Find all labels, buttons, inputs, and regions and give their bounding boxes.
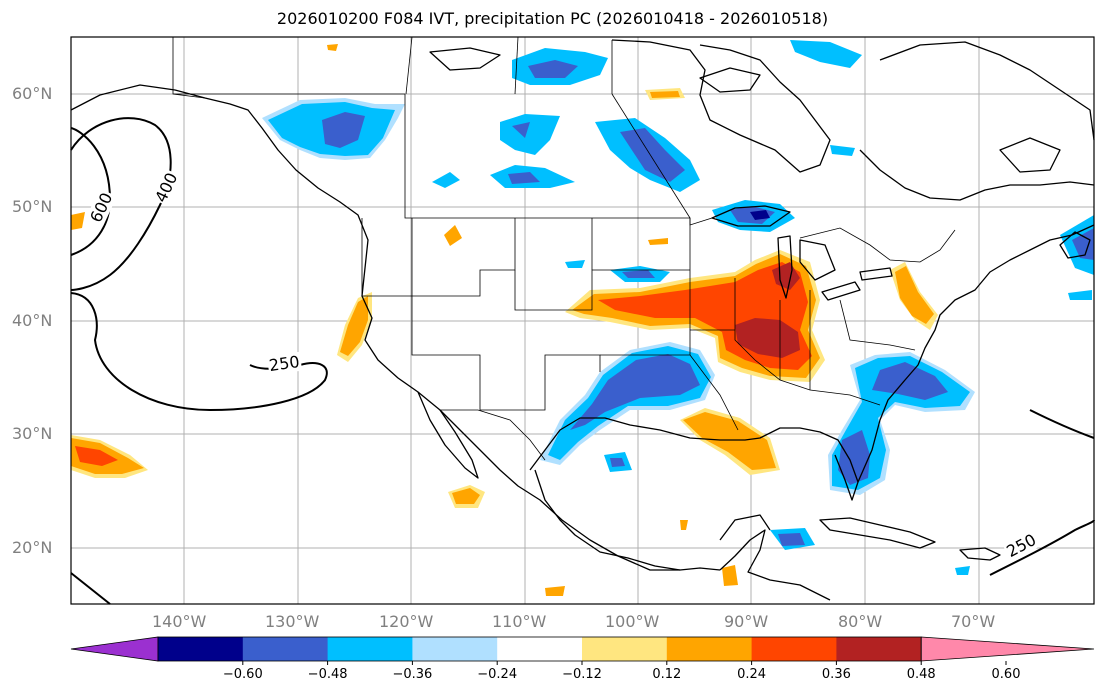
lat-label-60: 60°N bbox=[12, 84, 53, 103]
shade-nc2-dark bbox=[512, 122, 530, 138]
map-frame bbox=[70, 36, 1095, 605]
shade-tx-small-dark bbox=[610, 458, 625, 467]
shade-ca-orange bbox=[340, 296, 368, 356]
lake-erie bbox=[821, 281, 861, 301]
shade-mt bbox=[444, 225, 462, 246]
colorbar-tick-label: 0.48 bbox=[906, 667, 936, 682]
shade-bc-dark bbox=[322, 112, 365, 148]
shade-nc2 bbox=[500, 114, 560, 155]
lake-superior bbox=[711, 205, 791, 227]
shade-ne-orange bbox=[895, 266, 934, 324]
lon-label-120: 120°W bbox=[379, 612, 434, 631]
colorbar-tick-label: 0.60 bbox=[991, 667, 1021, 682]
colorbar-segment bbox=[497, 637, 583, 661]
shade-nunavut bbox=[327, 44, 338, 51]
coastlines bbox=[70, 39, 1095, 601]
shade-atl2 bbox=[1068, 290, 1092, 300]
shade-nc3-dark bbox=[620, 128, 685, 182]
shade-sw bbox=[545, 586, 565, 596]
shade-south-dark bbox=[570, 354, 700, 430]
colorbar-segment bbox=[836, 637, 922, 661]
shade-pac-red bbox=[75, 446, 118, 466]
lake-huron bbox=[799, 239, 836, 281]
shade-central-darkred bbox=[735, 318, 800, 358]
colorbar-tick-label: −0.36 bbox=[392, 667, 433, 682]
colorbar-segment bbox=[327, 637, 413, 661]
lon-label-130: 130°W bbox=[265, 612, 320, 631]
lon-label-80: 80°W bbox=[838, 612, 883, 631]
lat-label-40: 40°N bbox=[12, 311, 53, 330]
shade-nd bbox=[648, 238, 668, 245]
colorbar-segment bbox=[242, 637, 329, 661]
lat-label-30: 30°N bbox=[12, 424, 53, 443]
shade-nc4-dark bbox=[508, 172, 540, 184]
colorbar-segment bbox=[666, 637, 753, 661]
lat-label-50: 50°N bbox=[12, 197, 53, 216]
lon-label-100: 100°W bbox=[605, 612, 660, 631]
colorbar-tick-label: 0.24 bbox=[737, 667, 767, 682]
ivt-contour-250-se bbox=[989, 519, 1095, 576]
shade-canada-o bbox=[650, 91, 680, 98]
lake-michigan bbox=[777, 235, 793, 299]
lat-label-20: 20°N bbox=[12, 538, 53, 557]
lon-label-110: 110°W bbox=[492, 612, 547, 631]
colorbar-frame bbox=[157, 636, 922, 662]
ivt-contour-sw bbox=[70, 572, 111, 605]
colorbar-segment bbox=[582, 637, 668, 661]
ivt-contour-e bbox=[1029, 409, 1095, 439]
shade-sd bbox=[565, 260, 585, 268]
shade-plains-dark bbox=[622, 270, 655, 278]
colorbar-tick-label: −0.48 bbox=[307, 667, 348, 682]
shade-nc6 bbox=[830, 145, 855, 156]
map-title: 2026010200 F084 IVT, precipitation PC (2… bbox=[276, 9, 829, 28]
lon-label-90: 90°W bbox=[724, 612, 769, 631]
colorbar-tick-label: −0.12 bbox=[562, 667, 602, 682]
shade-nova-dark bbox=[1072, 228, 1094, 260]
shade-mx1-orange bbox=[452, 488, 480, 504]
shade-carib-dark bbox=[778, 533, 805, 546]
shade-nc5 bbox=[432, 172, 460, 188]
colorbar-segment bbox=[158, 637, 244, 661]
shade-nc1-dark bbox=[528, 60, 578, 78]
shade-superior-navy bbox=[750, 210, 770, 220]
colorbar-segment bbox=[412, 637, 498, 661]
political-boundaries bbox=[172, 36, 956, 461]
colorbar-tick-label: −0.24 bbox=[477, 667, 518, 682]
shade-pr bbox=[955, 566, 970, 575]
colorbar bbox=[70, 636, 1095, 665]
shade-hudson-e bbox=[790, 40, 862, 68]
colorbar-extend-right bbox=[920, 636, 1095, 662]
colorbar-tick-label: −0.60 bbox=[222, 667, 263, 682]
lon-label-70: 70°W bbox=[951, 612, 996, 631]
lon-label-140: 140°W bbox=[152, 612, 207, 631]
positive-pc-shading bbox=[71, 44, 938, 596]
shade-gulf-orange bbox=[683, 412, 776, 470]
colorbar-tick-label: 0.36 bbox=[821, 667, 851, 682]
colorbar-tick-label: 0.12 bbox=[652, 667, 682, 682]
colorbar-segment bbox=[751, 637, 837, 661]
colorbar-extend-left bbox=[70, 636, 159, 662]
shade-bc-tip bbox=[71, 212, 85, 230]
lake-ontario bbox=[859, 267, 893, 281]
shade-se-dark bbox=[872, 362, 948, 400]
shade-cuba bbox=[722, 565, 738, 586]
shade-mx2 bbox=[680, 520, 688, 530]
